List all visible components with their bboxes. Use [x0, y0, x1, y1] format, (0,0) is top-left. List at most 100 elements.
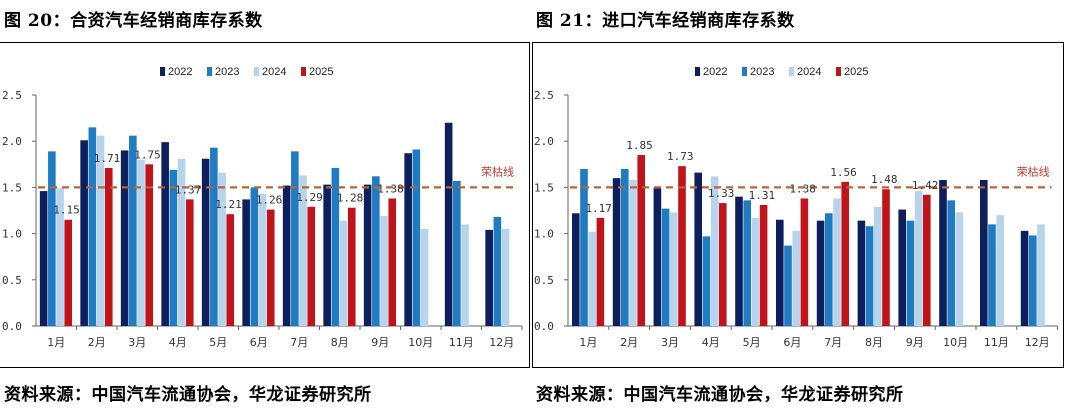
bar-2022 [242, 199, 250, 326]
chart-source: 资料来源：中国汽车流通协会，华龙证券研究所 [536, 385, 904, 405]
data-label-2025: 1.26 [256, 194, 283, 207]
chart-frame [532, 42, 1064, 368]
bar-2025 [841, 181, 849, 326]
data-label-2025: 1.31 [749, 189, 776, 202]
bar-2022 [404, 153, 412, 326]
bar-2023 [702, 236, 711, 326]
legend: 2022 2023 2024 2025 [160, 66, 333, 78]
y-tick-label: 2.0 [2, 135, 22, 148]
bar-2023 [88, 127, 97, 326]
y-tick-label: 0.0 [2, 320, 22, 333]
y-tick-label: 1.5 [534, 181, 554, 194]
bar-2022 [735, 196, 743, 326]
bar-2025 [882, 189, 890, 326]
bar-2025 [637, 155, 645, 326]
bar-2025 [226, 214, 235, 326]
y-tick-label: 0.0 [534, 320, 554, 333]
data-label-2025: 1.15 [53, 204, 80, 217]
data-label-2025: 1.56 [830, 166, 857, 179]
x-tick-label: 2月 [620, 336, 638, 349]
data-label-2025: 1.29 [296, 191, 323, 204]
reference-line-label: 荣枯线 [1017, 164, 1050, 178]
data-label-2025: 1.85 [626, 139, 653, 152]
bar-2023 [250, 187, 259, 326]
bar-2025 [347, 207, 356, 326]
y-tick-label: 2.5 [534, 89, 554, 102]
data-label-2025: 1.73 [667, 150, 694, 163]
bar-2024 [218, 172, 226, 326]
x-tick-label: 9月 [371, 336, 389, 349]
bar-2024 [629, 180, 637, 326]
x-tick-label: 7月 [824, 336, 842, 349]
bar-2022 [39, 191, 48, 326]
y-tick-label: 2.0 [534, 135, 554, 148]
bar-2025 [678, 166, 686, 326]
bar-2025 [104, 167, 113, 326]
x-tick-label: 2月 [88, 336, 106, 349]
bar-2023 [372, 176, 380, 326]
bar-2025 [185, 199, 194, 326]
bar-2022 [363, 184, 372, 326]
data-label-2025: 1.38 [789, 182, 816, 195]
bar-2023 [621, 168, 629, 326]
bar-2023 [291, 151, 299, 326]
bar-2023 [825, 213, 833, 326]
bar-2024 [955, 212, 964, 326]
x-tick-label: 1月 [579, 336, 597, 349]
x-tick-label: 12月 [489, 336, 514, 349]
x-tick-label: 9月 [906, 336, 924, 349]
legend: 2022 2023 2024 2025 [695, 66, 868, 78]
legend-swatch-2023 [742, 67, 747, 76]
reference-line-label: 荣枯线 [481, 164, 514, 178]
bar-2024 [914, 191, 923, 326]
bar-2025 [266, 209, 275, 326]
bar-2023 [412, 149, 421, 326]
bar-2024 [299, 175, 307, 326]
legend-label-2023: 2023 [215, 66, 239, 78]
legend-label-2025: 2025 [844, 66, 868, 78]
bar-chart-jv: 0.0 0.5 1.0 1.5 2.0 2.5 1月 2月 3月 4月 5月 6月 7月 8月 9月 10月 1… [2, 66, 523, 349]
bar-2024 [833, 198, 841, 326]
bar-2023 [453, 180, 461, 326]
legend-swatch-2023 [207, 67, 212, 76]
bar-2025 [145, 164, 154, 326]
bar-2022 [120, 150, 129, 326]
bar-2024 [588, 231, 596, 326]
bar-2024 [177, 158, 186, 326]
chart-frame [0, 42, 530, 368]
x-tick-label: 8月 [331, 336, 349, 349]
bar-2023 [210, 147, 218, 326]
bar-2022 [776, 219, 784, 326]
y-tick-label: 0.5 [534, 274, 554, 287]
bar-2023 [169, 169, 178, 326]
x-tick-label: 4月 [702, 336, 720, 349]
x-tick-label: 1月 [47, 336, 65, 349]
bar-2023 [661, 208, 670, 326]
x-tick-label: 12月 [1025, 336, 1050, 349]
chart-title: 图 20：合资汽车经销商库存系数 [4, 11, 263, 31]
bar-2024 [710, 176, 719, 326]
bar-2024 [874, 206, 882, 326]
bar-2024 [258, 193, 267, 326]
bar-2023 [743, 200, 751, 326]
chart-panel-import: 图 21：进口汽车经销商库存系数 0.0 0.5 1.0 1.5 2.0 2.5 1月 2月 3… [532, 0, 1068, 414]
y-tick-label: 0.5 [2, 274, 22, 287]
bar-2022 [80, 140, 88, 326]
y-tick-label: 1.0 [534, 228, 554, 241]
bar-2023 [1029, 235, 1037, 326]
x-tick-label: 5月 [743, 336, 761, 349]
bar-2022 [485, 229, 493, 326]
bar-2024 [461, 224, 469, 326]
legend-swatch-2022 [695, 67, 700, 76]
legend-label-2022: 2022 [168, 66, 192, 78]
data-label-2025: 1.48 [871, 173, 898, 186]
bar-2025 [719, 203, 727, 326]
bar-2025 [596, 217, 605, 326]
bar-2025 [388, 198, 397, 326]
bar-2022 [898, 209, 906, 326]
bar-2024 [339, 220, 348, 326]
y-tick-label: 2.5 [2, 89, 22, 102]
data-label-2025: 1.33 [708, 187, 735, 200]
bar-2022 [612, 178, 621, 326]
data-label-2025: 1.28 [337, 192, 364, 205]
